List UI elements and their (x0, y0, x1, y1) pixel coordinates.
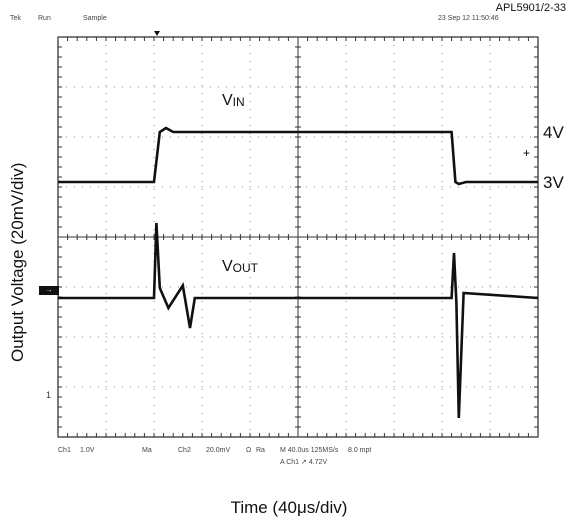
vout-label: VOUT (222, 258, 259, 275)
record-length: 8.0 mpt (348, 447, 372, 454)
coupling-symbol: Ω (246, 447, 252, 454)
ch1-scale: 1.0V (80, 447, 95, 454)
scope-header: Tek Run Sample 23 Sep 12 11:50:46 (8, 15, 538, 27)
math-label: Ma (142, 447, 152, 454)
scope-state: Run (38, 15, 51, 22)
scope-datetime: 23 Sep 12 11:50:46 (438, 15, 499, 22)
ch2-label: Ch2 (178, 447, 191, 454)
scope-acquisition: Sample (83, 15, 107, 22)
figure-id: APL5901/2-33 (495, 2, 566, 14)
ch2-ground-marker: → (39, 286, 59, 295)
ch2-scale: 20.0mV (206, 447, 231, 454)
level-4v-label: 4V (543, 123, 564, 142)
x-axis-label: Time (40μs/div) (230, 498, 348, 517)
math-symbol: Ra (256, 447, 265, 454)
trigger-setting: A Ch1 ↗ 4.72V (280, 459, 328, 466)
trigger-level-marker: + (523, 146, 530, 160)
vin-label: VIN (222, 92, 245, 109)
y-axis-label: Output Voltage (20mV/div) (8, 162, 27, 362)
scope-mode: Tek (10, 15, 21, 22)
level-3v-label: 3V (543, 173, 564, 192)
vin-trace (58, 126, 538, 186)
trigger-position-marker (154, 31, 160, 36)
timebase: M 40.0us 125MS/s (280, 447, 339, 454)
ch1-label: Ch1 (58, 447, 71, 454)
ch1-ground-marker: 1 (46, 390, 51, 400)
graticule (57, 36, 539, 438)
scope-footer: Ch1 1.0V Ma Ch2 20.0mV Ω Ra M 40.0us 125… (58, 447, 538, 471)
vout-trace (58, 222, 539, 419)
